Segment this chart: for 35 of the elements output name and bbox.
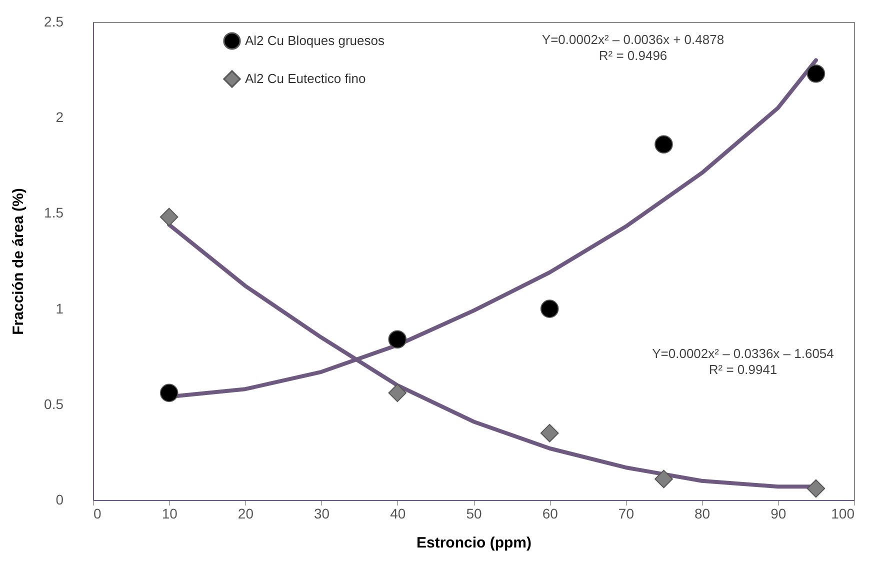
y-tick-label: 0 xyxy=(56,492,64,508)
y-tick-label: 1.5 xyxy=(44,204,64,221)
x-tick-label: 30 xyxy=(314,506,330,522)
point xyxy=(806,64,826,83)
x-tick-label: 50 xyxy=(466,506,482,522)
legend-label: Al2 Cu Eutectico fino xyxy=(245,71,366,86)
point xyxy=(388,384,407,402)
y-axis-title: Fracción de área (%) xyxy=(10,188,28,335)
point xyxy=(540,424,559,442)
point xyxy=(388,330,407,349)
x-tick-label: 80 xyxy=(694,506,710,522)
y-tick-label: 2.5 xyxy=(44,14,64,30)
point xyxy=(654,135,673,154)
x-tick-label: 60 xyxy=(542,506,558,522)
x-tick-label: 10 xyxy=(162,506,178,522)
y-tick-label: 0.5 xyxy=(44,396,64,412)
y-tick-label: 1 xyxy=(56,300,64,316)
annotation: Y=0.0002x² – 0.0336x – 1.6054 xyxy=(652,346,834,361)
point xyxy=(160,208,178,226)
x-tick-label: 20 xyxy=(238,506,254,522)
x-tick-label: 40 xyxy=(390,506,406,522)
x-axis-title: Estroncio (ppm) xyxy=(416,534,532,552)
x-tick-label: 70 xyxy=(618,506,634,522)
y-tick-label: 2 xyxy=(56,109,64,126)
annotation: R² = 0.9941 xyxy=(708,362,778,377)
x-tick-label: 100 xyxy=(831,506,855,522)
legend-label: Al2 Cu Bloques gruesos xyxy=(245,33,385,48)
x-tick-label: 0 xyxy=(94,506,102,522)
annotation: R² = 0.9496 xyxy=(598,48,668,63)
x-tick-label: 90 xyxy=(770,506,786,522)
point xyxy=(540,300,559,318)
point xyxy=(160,384,178,402)
annotation: Y=0.0002x² – 0.0036x + 0.4878 xyxy=(542,32,724,47)
point xyxy=(806,479,826,498)
point xyxy=(654,470,673,488)
